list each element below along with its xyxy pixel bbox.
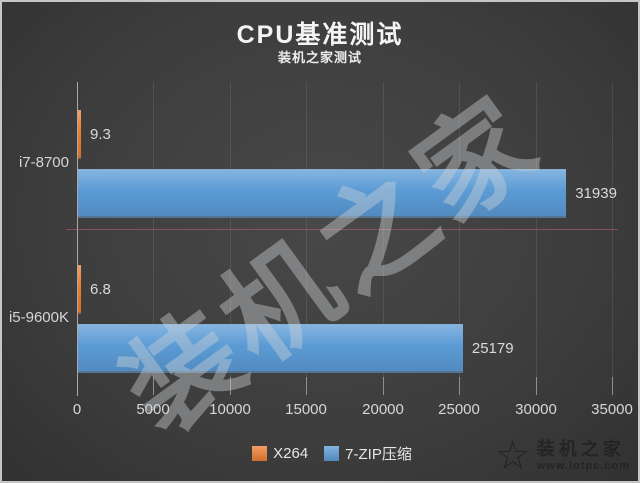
legend-item-7-ZIP压缩: 7-ZIP压缩 [324, 443, 412, 464]
x-tick-label: 0 [72, 401, 82, 418]
value-label: 9.3 [90, 126, 111, 143]
site-logo-url: www.lotpc.com [536, 459, 630, 472]
x-tick-label: 25000 [438, 401, 480, 418]
value-label: 6.8 [90, 281, 111, 298]
chart-title: CPU基准测试 [236, 21, 404, 49]
x-tick-label: 30000 [515, 401, 557, 418]
value-label: 31939 [575, 185, 617, 202]
bar-X264-i7-8700 [78, 110, 81, 159]
site-logo: ☆ 装机之家 www.lotpc.com [495, 436, 630, 476]
legend-swatch [252, 446, 268, 461]
tick-mark [230, 377, 231, 395]
axis-line [77, 82, 78, 396]
tick-mark [383, 377, 384, 395]
bar-7-ZIP压缩-i5-9600K [78, 324, 463, 373]
tick-mark [536, 377, 537, 395]
legend-swatch [324, 446, 340, 461]
tick-mark [306, 377, 307, 395]
tick-mark [459, 377, 460, 395]
category-label: i7-8700 [18, 154, 69, 171]
legend-item-X264: X264 [252, 445, 308, 462]
x-tick-label: 10000 [209, 401, 251, 418]
x-tick-label: 20000 [362, 401, 404, 418]
chart-subtitle: 装机之家测试 [277, 50, 362, 65]
bar-X264-i5-9600K [78, 265, 81, 314]
legend-label: X264 [273, 445, 309, 462]
legend: X264 7-ZIP压缩 [14, 443, 638, 464]
tick-mark [612, 377, 613, 395]
x-tick-label: 35000 [591, 401, 633, 418]
value-label: 25179 [471, 340, 514, 357]
site-logo-name: 装机之家 [536, 439, 625, 460]
star-icon: ☆ [494, 434, 531, 478]
x-tick-label: 15000 [285, 401, 327, 418]
x-tick-label: 5000 [136, 401, 170, 418]
category-label: i5-9600K [8, 309, 69, 326]
bar-7-ZIP压缩-i7-8700 [78, 169, 567, 218]
tick-mark [153, 377, 154, 395]
legend-label: 7-ZIP压缩 [345, 446, 412, 463]
accent-line [66, 229, 618, 230]
